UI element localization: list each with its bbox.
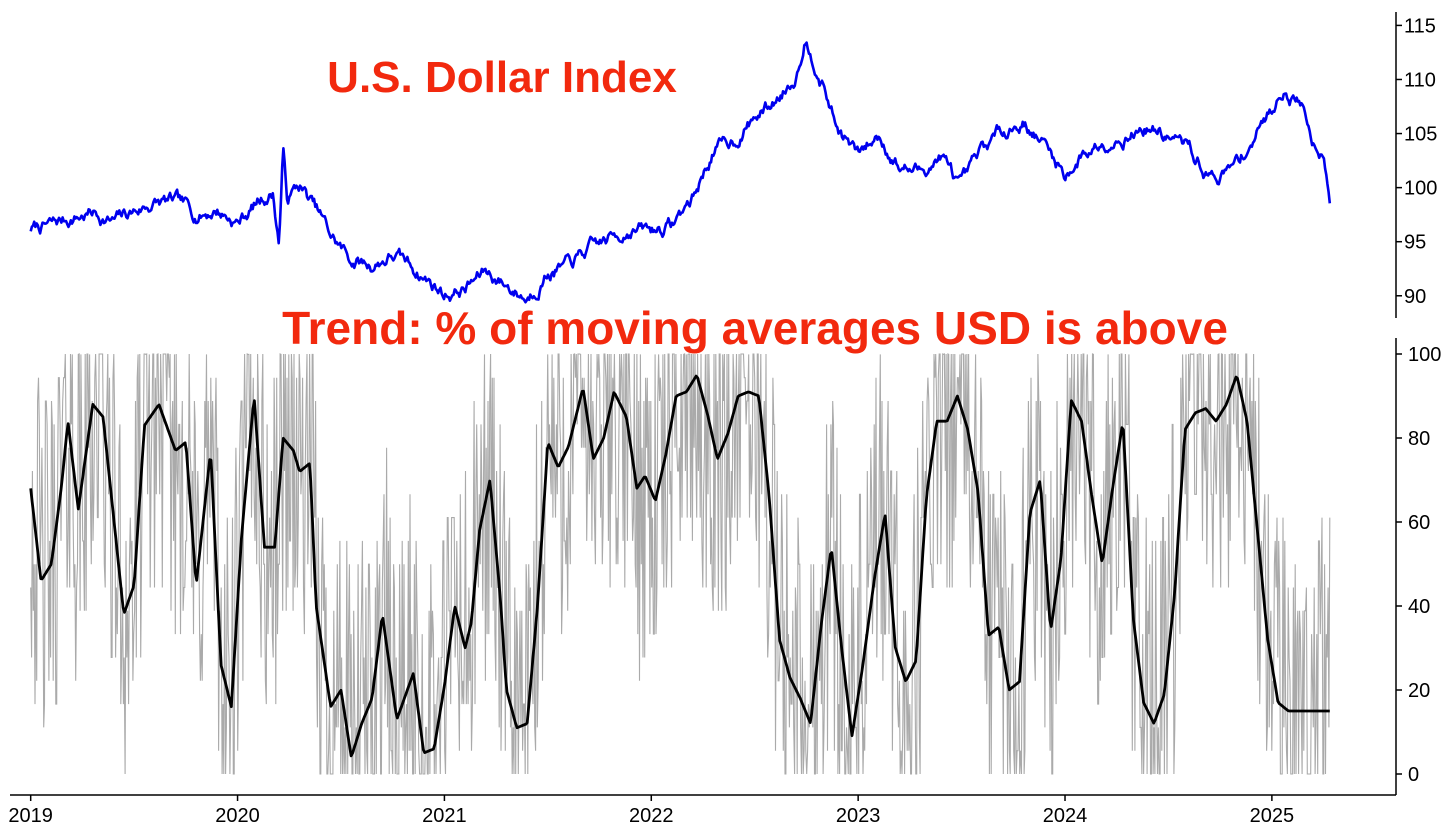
- trend-smoothed-line: [29, 374, 1330, 758]
- x-ticks: 2019 2020 2021 2022 2023 2024 2025: [8, 795, 1294, 827]
- top-y-tick-label: 100: [1404, 178, 1437, 200]
- top-y-tick-label: 95: [1404, 232, 1426, 254]
- bottom-y-tick-label: 80: [1408, 428, 1430, 450]
- bottom-y-tick-label: 40: [1408, 596, 1430, 618]
- top-y-tick-label: 115: [1404, 15, 1436, 37]
- x-tick-label: 2020: [215, 805, 260, 827]
- dollar-index-panel: 90 95 100 105 110 115 U.S. Dollar Index: [29, 12, 1437, 318]
- bottom-y-tick-label: 20: [1408, 680, 1430, 702]
- bottom-y-tick-label: 0: [1408, 764, 1419, 786]
- top-y-ticks: 90 95 100 105 110 115: [1396, 15, 1437, 308]
- x-tick-label: 2025: [1250, 805, 1295, 827]
- top-chart-title: U.S. Dollar Index: [327, 53, 677, 102]
- top-y-tick-label: 90: [1404, 286, 1426, 308]
- trend-panel: 0 20 40 60 80 100 2019 2020 2021 2022 2023 2024 202…: [8, 302, 1441, 827]
- x-tick-label: 2022: [629, 805, 674, 827]
- trend-raw-noise-line: [30, 353, 1331, 775]
- top-y-tick-label: 110: [1404, 69, 1436, 91]
- dollar-index-line: [29, 41, 1332, 304]
- bottom-y-tick-label: 100: [1408, 344, 1441, 366]
- bottom-y-tick-label: 60: [1408, 512, 1430, 534]
- bottom-chart-title: Trend: % of moving averages USD is above: [282, 302, 1228, 354]
- top-y-tick-label: 105: [1404, 124, 1437, 146]
- bottom-y-ticks: 0 20 40 60 80 100: [1396, 344, 1441, 786]
- x-tick-label: 2019: [8, 805, 53, 827]
- x-tick-label: 2023: [836, 805, 881, 827]
- x-tick-label: 2021: [422, 805, 467, 827]
- x-tick-label: 2024: [1043, 805, 1088, 827]
